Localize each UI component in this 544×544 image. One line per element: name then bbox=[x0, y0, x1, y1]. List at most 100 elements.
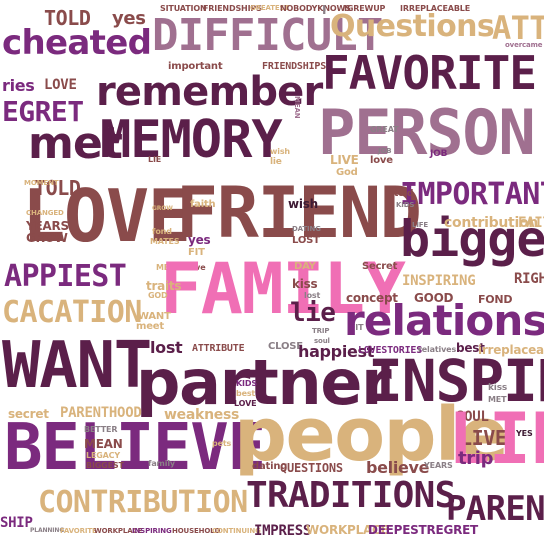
word-nobodyknows: NOBODYKNOWS bbox=[280, 4, 351, 13]
word-igrewup: IGREWUP bbox=[344, 4, 386, 13]
word-close: CLOSE bbox=[268, 341, 303, 352]
word-impress: IMPRESS bbox=[254, 523, 312, 539]
word-fit: FIT bbox=[350, 323, 364, 332]
word-love: love bbox=[370, 155, 393, 166]
word-partner: partner bbox=[136, 346, 392, 419]
word-years: YEARS bbox=[424, 461, 453, 470]
word-bigger: bigger bbox=[400, 210, 544, 268]
word-questions: QUESTIONS bbox=[280, 461, 343, 475]
word-friendships: FRIENDSHIPS bbox=[203, 4, 262, 13]
word-important: important bbox=[168, 61, 223, 72]
word-believe: BELIEVE bbox=[4, 411, 266, 485]
word-deepestregret: DEEPESTREGRET bbox=[368, 523, 478, 537]
word-grow: GROW bbox=[152, 205, 173, 212]
word-good: GOOD bbox=[414, 291, 454, 305]
word-secret: Secret bbox=[362, 261, 398, 272]
word-continuing: CONTINUING bbox=[212, 527, 261, 535]
word-pets: pets bbox=[212, 439, 232, 448]
word-better: BETTER bbox=[84, 425, 118, 434]
word-trip: trip bbox=[458, 448, 494, 469]
word-great: GREAT bbox=[370, 125, 399, 134]
word-told: TOLD bbox=[44, 6, 91, 30]
word-yes: yes bbox=[112, 8, 146, 29]
word-relations: relations bbox=[344, 296, 544, 345]
word-irreplaceable: IRREPLACEABLE bbox=[400, 4, 471, 13]
word-contribution: contribution bbox=[444, 215, 538, 231]
word-live: LIVE bbox=[460, 426, 507, 450]
word-god: God bbox=[336, 167, 358, 178]
word-person: PERSON bbox=[318, 96, 536, 169]
word-egret: EGRET bbox=[2, 95, 84, 128]
word-faith: faith bbox=[190, 199, 216, 210]
word-dating: dating bbox=[252, 461, 288, 472]
word-wish: wish bbox=[288, 197, 318, 211]
word-situation: SITUATION bbox=[160, 4, 207, 13]
word-greatest: GREATEST bbox=[250, 4, 290, 12]
word-best: best bbox=[236, 389, 256, 398]
word-household: HOUSEHOLD bbox=[172, 527, 221, 535]
word-important: IMPORTANT bbox=[400, 177, 544, 212]
word-family: FAMILY bbox=[160, 248, 406, 330]
word-relatives: relatives bbox=[418, 345, 457, 354]
word-kiss: kiss bbox=[488, 383, 508, 393]
word-cacation: CACATION bbox=[2, 295, 142, 330]
word-people: people bbox=[234, 392, 509, 478]
word-want: WANT bbox=[138, 311, 171, 322]
word-memory: MEMORY bbox=[100, 110, 283, 170]
word-love: LOVE bbox=[44, 77, 77, 93]
word-changed: CHANGED bbox=[26, 209, 64, 217]
word-lie: lie bbox=[270, 157, 282, 167]
word-difficult: DIFFICULT bbox=[152, 10, 383, 61]
word-met: MET bbox=[488, 395, 507, 404]
word-ship: SHIP bbox=[0, 515, 33, 531]
word-attribute: ATTRIBUTE bbox=[192, 343, 245, 354]
word-favorite: FAVORITE bbox=[60, 527, 97, 535]
word-soul: soul bbox=[314, 337, 330, 345]
word-inspiring: INSPIRING bbox=[402, 273, 476, 289]
word-friend: FRIEND bbox=[176, 172, 422, 254]
word-remember: remember bbox=[96, 69, 323, 115]
word-questions: Questions bbox=[330, 9, 495, 44]
word-concept: concept bbox=[346, 291, 398, 305]
word-fond: FOND bbox=[478, 293, 513, 306]
word-kids: KIDS bbox=[396, 201, 415, 209]
word-met: met bbox=[28, 118, 123, 169]
word-meet: meet bbox=[136, 321, 164, 332]
word-job: JOB bbox=[430, 149, 448, 159]
word-traits: traits bbox=[146, 279, 182, 293]
word-mates: MATES bbox=[150, 237, 180, 246]
word-family: family bbox=[148, 459, 175, 468]
word-inspiring: INSPIRING bbox=[132, 527, 172, 535]
word-job: JOB bbox=[378, 147, 392, 155]
word-fit: FIT bbox=[188, 247, 205, 258]
word-favorite: FAVORITE bbox=[322, 46, 537, 100]
word-lost: lost bbox=[150, 338, 183, 357]
word-live: live bbox=[190, 263, 206, 272]
word-fait: FAIT bbox=[518, 215, 544, 231]
word-love: LOVE bbox=[234, 399, 257, 408]
word-trip: TRIP bbox=[312, 327, 330, 335]
word-fond: fond bbox=[152, 227, 172, 236]
word-workplace: WORKPLACE bbox=[94, 527, 143, 535]
word-secret: secret bbox=[8, 407, 49, 421]
word-kiss: kiss bbox=[292, 277, 318, 291]
word-i: I bbox=[322, 3, 327, 17]
word-believe: believe bbox=[366, 458, 430, 477]
word-parenthood: PARENTHOOD bbox=[60, 405, 142, 421]
word-best: best bbox=[456, 341, 485, 355]
word-irreplaceable: irreplaceable bbox=[478, 343, 544, 357]
word-lost: lost bbox=[304, 291, 321, 300]
word-grow: GROW bbox=[26, 231, 68, 245]
word-lovestories: LOVESTORIES bbox=[358, 345, 423, 356]
word-biggest: BIGGEST bbox=[86, 461, 124, 470]
word-moment: MOMENT bbox=[24, 179, 59, 187]
word-happiest: happiest bbox=[298, 342, 375, 361]
word-lie: lie bbox=[290, 298, 336, 328]
word-met: MET bbox=[156, 263, 175, 272]
word-yes: yes bbox=[188, 233, 211, 247]
word-god: GOD bbox=[148, 291, 168, 300]
word-told: TOLD bbox=[34, 176, 81, 200]
word-appiest: APPIEST bbox=[4, 259, 127, 294]
word-contribution: CONTRIBUTION bbox=[38, 485, 248, 520]
